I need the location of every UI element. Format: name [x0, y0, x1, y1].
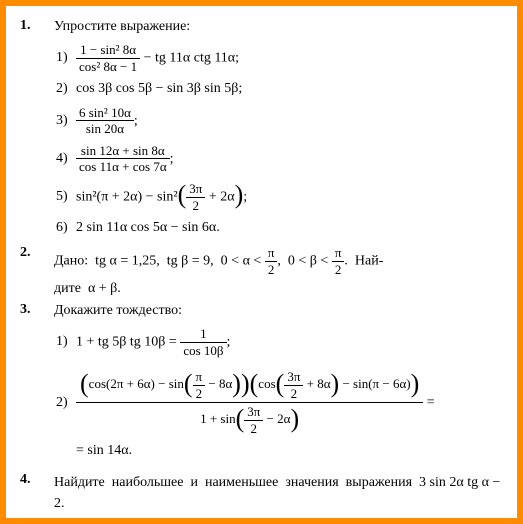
problem-number: 4. [20, 472, 54, 514]
denominator: 1 + sin(3π2 − 2α) [76, 403, 423, 437]
problem-number: 1. [20, 18, 54, 243]
paren-left: ( [178, 183, 187, 206]
expression: 2 sin 11α cos 5α − sin 6α. [76, 219, 220, 237]
fraction: π2 [265, 245, 278, 277]
problem-title: Докажите тождество: [54, 302, 503, 320]
expression: cos 3β cos 5β − sin 3β sin 5β; [76, 80, 242, 98]
problem-body: Упростите выражение: 1) 1 − sin² 8α cos²… [54, 18, 503, 243]
expression: sin²(π + 2α) − sin²(3π2 + 2α); [76, 181, 247, 213]
paren-right: ) [235, 183, 244, 206]
sub-2-result: = sin 14α. [54, 442, 503, 460]
sub-4: 4) sin 12α + sin 8α cos 11α + cos 7α ; [54, 143, 503, 175]
sub-number: 5) [54, 188, 76, 206]
problem-body: Дано: tg α = 1,25, tg β = 9, 0 < α < π2,… [54, 245, 503, 300]
sub-1: 1) 1 + tg 5β tg 10β = 1cos 10β; [54, 326, 503, 358]
sub-number: 4) [54, 150, 76, 168]
sub-number: 1) [54, 333, 76, 351]
expression: 1 − sin² 8α cos² 8α − 1 − tg 11α ctg 11α… [76, 42, 239, 74]
problem-body: Найдите наибольшее и наименьшее значения… [54, 472, 503, 514]
sub-2: 2) (cos(2π + 6α) − sin(π2 − 8α))(cos(3π2… [54, 368, 503, 437]
sub-5: 5) sin²(π + 2α) − sin²(3π2 + 2α); [54, 181, 503, 213]
sub-1: 1) 1 − sin² 8α cos² 8α − 1 − tg 11α ctg … [54, 42, 503, 74]
problem-number: 2. [20, 245, 54, 300]
big-fraction: (cos(2π + 6α) − sin(π2 − 8α))(cos(3π2 + … [76, 368, 423, 437]
sub-number: 1) [54, 49, 76, 67]
sub-number: 3) [54, 112, 76, 130]
problem-1: 1. Упростите выражение: 1) 1 − sin² 8α c… [20, 18, 503, 243]
fraction: sin 12α + sin 8α cos 11α + cos 7α [76, 143, 170, 175]
fraction: 3π2 [186, 181, 205, 213]
numerator: (cos(2π + 6α) − sin(π2 − 8α))(cos(3π2 + … [76, 368, 423, 403]
fraction: 6 sin² 10α sin 20α [76, 105, 134, 137]
fraction: 1 − sin² 8α cos² 8α − 1 [76, 42, 140, 74]
fraction: π2 [332, 245, 345, 277]
problem-3: 3. Докажите тождество: 1) 1 + tg 5β tg 1… [20, 302, 503, 470]
expression: 1 + tg 5β tg 10β = 1cos 10β; [76, 326, 230, 358]
problem-body: Докажите тождество: 1) 1 + tg 5β tg 10β … [54, 302, 503, 470]
sub-6: 6) 2 sin 11α cos 5α − sin 6α. [54, 219, 503, 237]
expression: sin 12α + sin 8α cos 11α + cos 7α ; [76, 143, 174, 175]
problem-4: 4. Найдите наибольшее и наименьшее значе… [20, 472, 503, 514]
problem-2: 2. Дано: tg α = 1,25, tg β = 9, 0 < α < … [20, 245, 503, 300]
expression: = sin 14α. [76, 442, 132, 460]
expression: (cos(2π + 6α) − sin(π2 − 8α))(cos(3π2 + … [76, 368, 435, 437]
sub-number: 2) [54, 394, 76, 412]
fraction: 1cos 10β [180, 326, 226, 358]
sub-3: 3) 6 sin² 10α sin 20α ; [54, 105, 503, 137]
problem-number: 3. [20, 302, 54, 470]
sub-number: 2) [54, 80, 76, 98]
sub-2: 2) cos 3β cos 5β − sin 3β sin 5β; [54, 80, 503, 98]
expression: 6 sin² 10α sin 20α ; [76, 105, 138, 137]
problem-title: Упростите выражение: [54, 18, 503, 36]
sub-number: 6) [54, 219, 76, 237]
document-frame: 1. Упростите выражение: 1) 1 − sin² 8α c… [0, 0, 523, 524]
